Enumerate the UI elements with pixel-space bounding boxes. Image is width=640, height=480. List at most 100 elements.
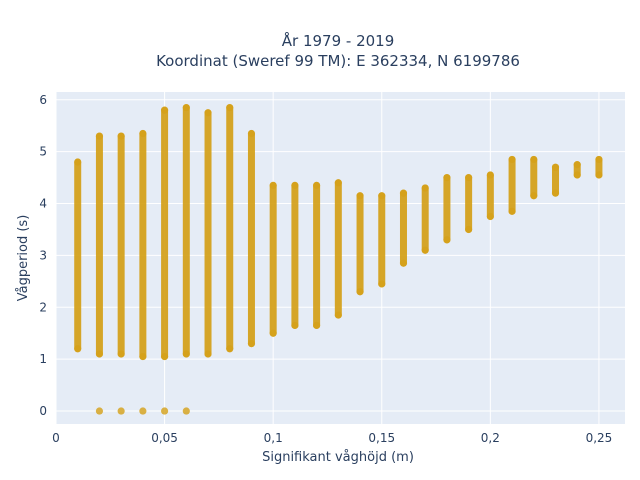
data-point [269, 329, 277, 337]
data-point [334, 311, 342, 319]
data-column [399, 189, 408, 267]
x-tick-label: 0,05 [151, 431, 178, 445]
data-point [117, 407, 125, 415]
data-point [139, 352, 147, 361]
data-point [247, 339, 256, 348]
x-tick-label: 0,15 [368, 431, 395, 445]
y-tick-label: 2 [39, 300, 47, 314]
y-tick-label: 4 [39, 197, 47, 211]
y-axis-title: Vågperiod (s) [16, 215, 31, 302]
data-point [95, 350, 104, 358]
data-point [399, 189, 408, 197]
data-point [291, 321, 299, 330]
data-point [356, 192, 364, 200]
x-tick-label: 0,2 [481, 431, 500, 445]
data-point [486, 212, 494, 221]
data-point [117, 350, 125, 358]
data-column [530, 155, 538, 200]
y-tick-label: 3 [39, 248, 47, 262]
data-column [160, 106, 169, 415]
y-tick-label: 0 [39, 404, 47, 418]
data-column [313, 181, 321, 330]
data-point [508, 155, 516, 164]
data-point [399, 259, 408, 267]
data-point [508, 207, 516, 215]
data-point [291, 181, 299, 189]
data-point [378, 280, 386, 288]
data-point [139, 129, 147, 138]
data-point [182, 350, 190, 358]
data-point [465, 225, 473, 234]
data-point [95, 132, 104, 140]
data-point [95, 407, 104, 415]
tick-labels: 0 0,05 0,1 0,15 0,2 0,25 0 1 2 3 4 5 6 [39, 93, 612, 445]
data-column [204, 109, 212, 358]
y-tick-label: 6 [39, 93, 47, 107]
data-point [182, 103, 190, 112]
data-point [573, 161, 581, 169]
data-point [74, 158, 82, 166]
data-point [74, 345, 82, 353]
data-point [443, 173, 451, 182]
data-point [182, 407, 190, 415]
data-column [291, 181, 299, 330]
data-column [573, 161, 581, 179]
data-point [204, 109, 212, 117]
data-point [313, 321, 321, 330]
data-point [378, 192, 386, 200]
data-point [226, 345, 234, 353]
data-points [74, 103, 603, 415]
data-column [226, 103, 234, 353]
data-point [117, 132, 125, 140]
data-point [573, 171, 581, 179]
data-point [139, 407, 147, 415]
data-column [269, 181, 277, 337]
data-column [182, 103, 190, 415]
data-point [595, 155, 603, 164]
data-point [421, 184, 429, 192]
data-point [356, 288, 364, 296]
data-point [443, 236, 451, 244]
data-column [508, 155, 516, 215]
data-point [247, 129, 256, 138]
x-tick-label: 0,25 [586, 431, 613, 445]
x-axis-title: Signifikant våghöjd (m) [262, 450, 414, 465]
data-point [551, 189, 560, 197]
y-tick-label: 5 [39, 145, 47, 159]
chart-title: År 1979 - 2019 [282, 31, 395, 50]
chart-subtitle: Koordinat (Sweref 99 TM): E 362334, N 61… [156, 52, 520, 70]
data-point [595, 171, 603, 179]
data-column [551, 163, 560, 197]
data-column [74, 158, 82, 353]
data-column [443, 173, 451, 244]
data-column [595, 155, 603, 179]
data-point [160, 352, 169, 361]
data-point [530, 155, 538, 164]
data-point [204, 350, 212, 358]
data-column [465, 173, 473, 234]
x-tick-label: 0,1 [264, 431, 283, 445]
data-column [139, 129, 147, 415]
data-point [486, 171, 494, 179]
data-point [313, 181, 321, 189]
data-point [530, 192, 538, 200]
data-point [421, 246, 429, 254]
data-column [486, 171, 494, 221]
data-point [465, 173, 473, 182]
data-column [334, 179, 342, 319]
data-column [356, 192, 364, 296]
data-point [334, 179, 342, 187]
data-column [378, 192, 386, 288]
data-point [269, 181, 277, 189]
x-tick-label: 0 [52, 431, 60, 445]
data-point [551, 163, 560, 171]
data-point [160, 106, 169, 114]
data-point [226, 103, 234, 112]
data-column [117, 132, 125, 415]
data-point [160, 407, 169, 415]
data-column [421, 184, 429, 254]
data-column [247, 129, 256, 348]
y-tick-label: 1 [39, 352, 47, 366]
